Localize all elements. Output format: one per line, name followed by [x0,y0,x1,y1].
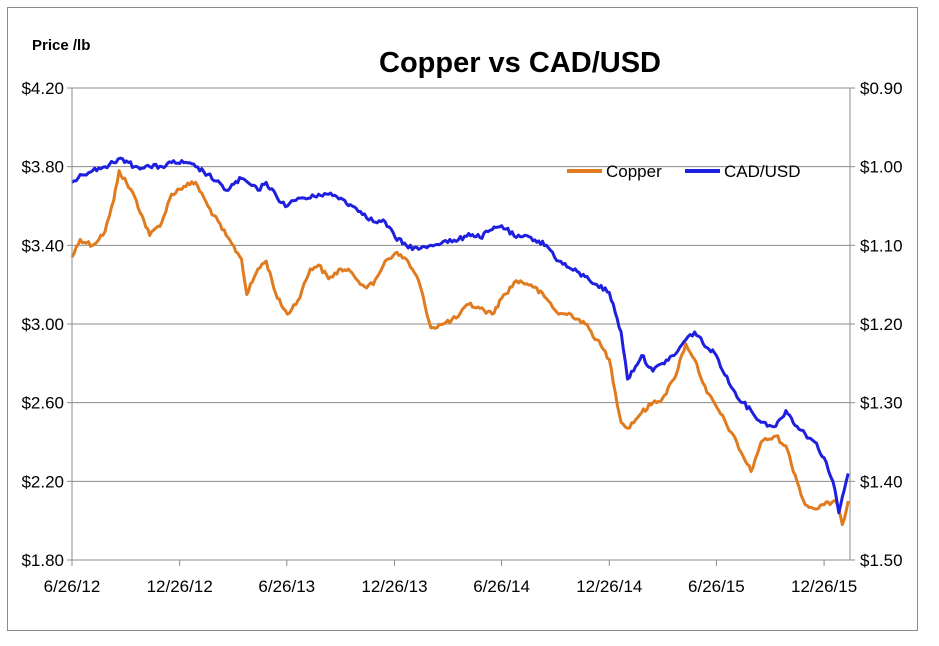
y-left-tick-label: $3.00 [21,315,64,334]
y-right-tick-label: $1.20 [860,315,903,334]
x-tick-label: 12/26/12 [147,577,213,596]
series-line-cadusd [71,156,850,515]
y-axis-label: Price /lb [32,37,90,54]
series-line-copper [70,169,850,527]
axes [67,87,855,566]
gridlines [72,87,850,482]
chart-title: Copper vs CAD/USD [379,47,661,79]
x-tick-label: 12/26/13 [361,577,427,596]
legend-label-copper: Copper [606,162,662,181]
x-tick-label: 12/26/15 [791,577,857,596]
y-left-tick-label: $2.20 [21,472,64,491]
y-right-tick-label: $0.90 [860,79,903,98]
x-ticks: 6/26/12 12/26/12 6/26/13 12/26/13 6/26/14 12/… [44,577,858,596]
y-right-tick-label: $1.50 [860,551,903,570]
legend: Copper CAD/USD [567,162,801,181]
y-left-ticks: $1.80 $2.20 $2.60 $3.00 $3.40 $3.80 $4.20 [21,79,64,570]
x-tick-label: 6/26/15 [688,577,745,596]
x-tick-label: 6/26/14 [473,577,530,596]
y-right-tick-label: $1.10 [860,236,903,255]
y-left-tick-label: $3.40 [21,236,64,255]
series-layer [70,156,850,527]
x-tick-label: 6/26/13 [258,577,315,596]
y-left-tick-label: $1.80 [21,551,64,570]
y-right-tick-label: $1.00 [860,158,903,177]
chart-frame [7,7,918,631]
x-tick-label: 12/26/14 [576,577,642,596]
y-right-ticks: $0.90 $1.00 $1.10 $1.20 $1.30 $1.40 $1.50 [860,79,903,570]
y-left-tick-label: $3.80 [21,158,64,177]
y-left-tick-label: $4.20 [21,79,64,98]
y-right-tick-label: $1.40 [860,472,903,491]
legend-label-cadusd: CAD/USD [724,162,801,181]
y-right-tick-label: $1.30 [860,394,903,413]
y-left-tick-label: $2.60 [21,394,64,413]
x-tick-label: 6/26/12 [44,577,101,596]
